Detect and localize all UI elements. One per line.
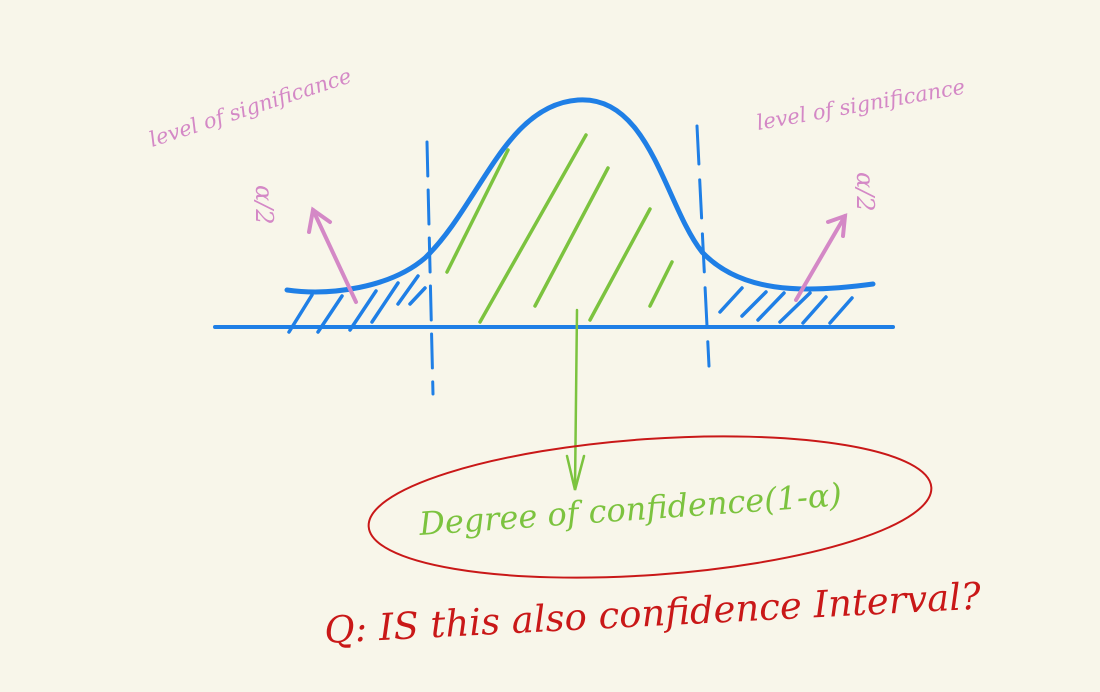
confidence-highlight-oval (367, 435, 933, 579)
right-significance-arrow (794, 213, 848, 302)
confidence-region-hatching (445, 133, 674, 324)
right-significance-label: level of significance (755, 75, 967, 135)
left-significance-arrow (307, 206, 358, 304)
confidence-pointer-arrow (565, 308, 586, 491)
right-alpha-half-label: α/2 (851, 172, 879, 212)
left-boundary-dashed-line (425, 140, 435, 396)
bell-curve (284, 97, 876, 295)
left-significance-label: level of significance (146, 64, 354, 152)
right-boundary-dashed-line (695, 124, 711, 368)
left-tail-hatching (287, 274, 427, 334)
left-alpha-half-label: α/2 (250, 185, 278, 225)
confidence-degree-label: Degree of confidence(1-α) (417, 476, 843, 544)
question-text: Q: IS this also confidence Interval? (323, 575, 983, 652)
right-tail-hatching (718, 286, 854, 325)
